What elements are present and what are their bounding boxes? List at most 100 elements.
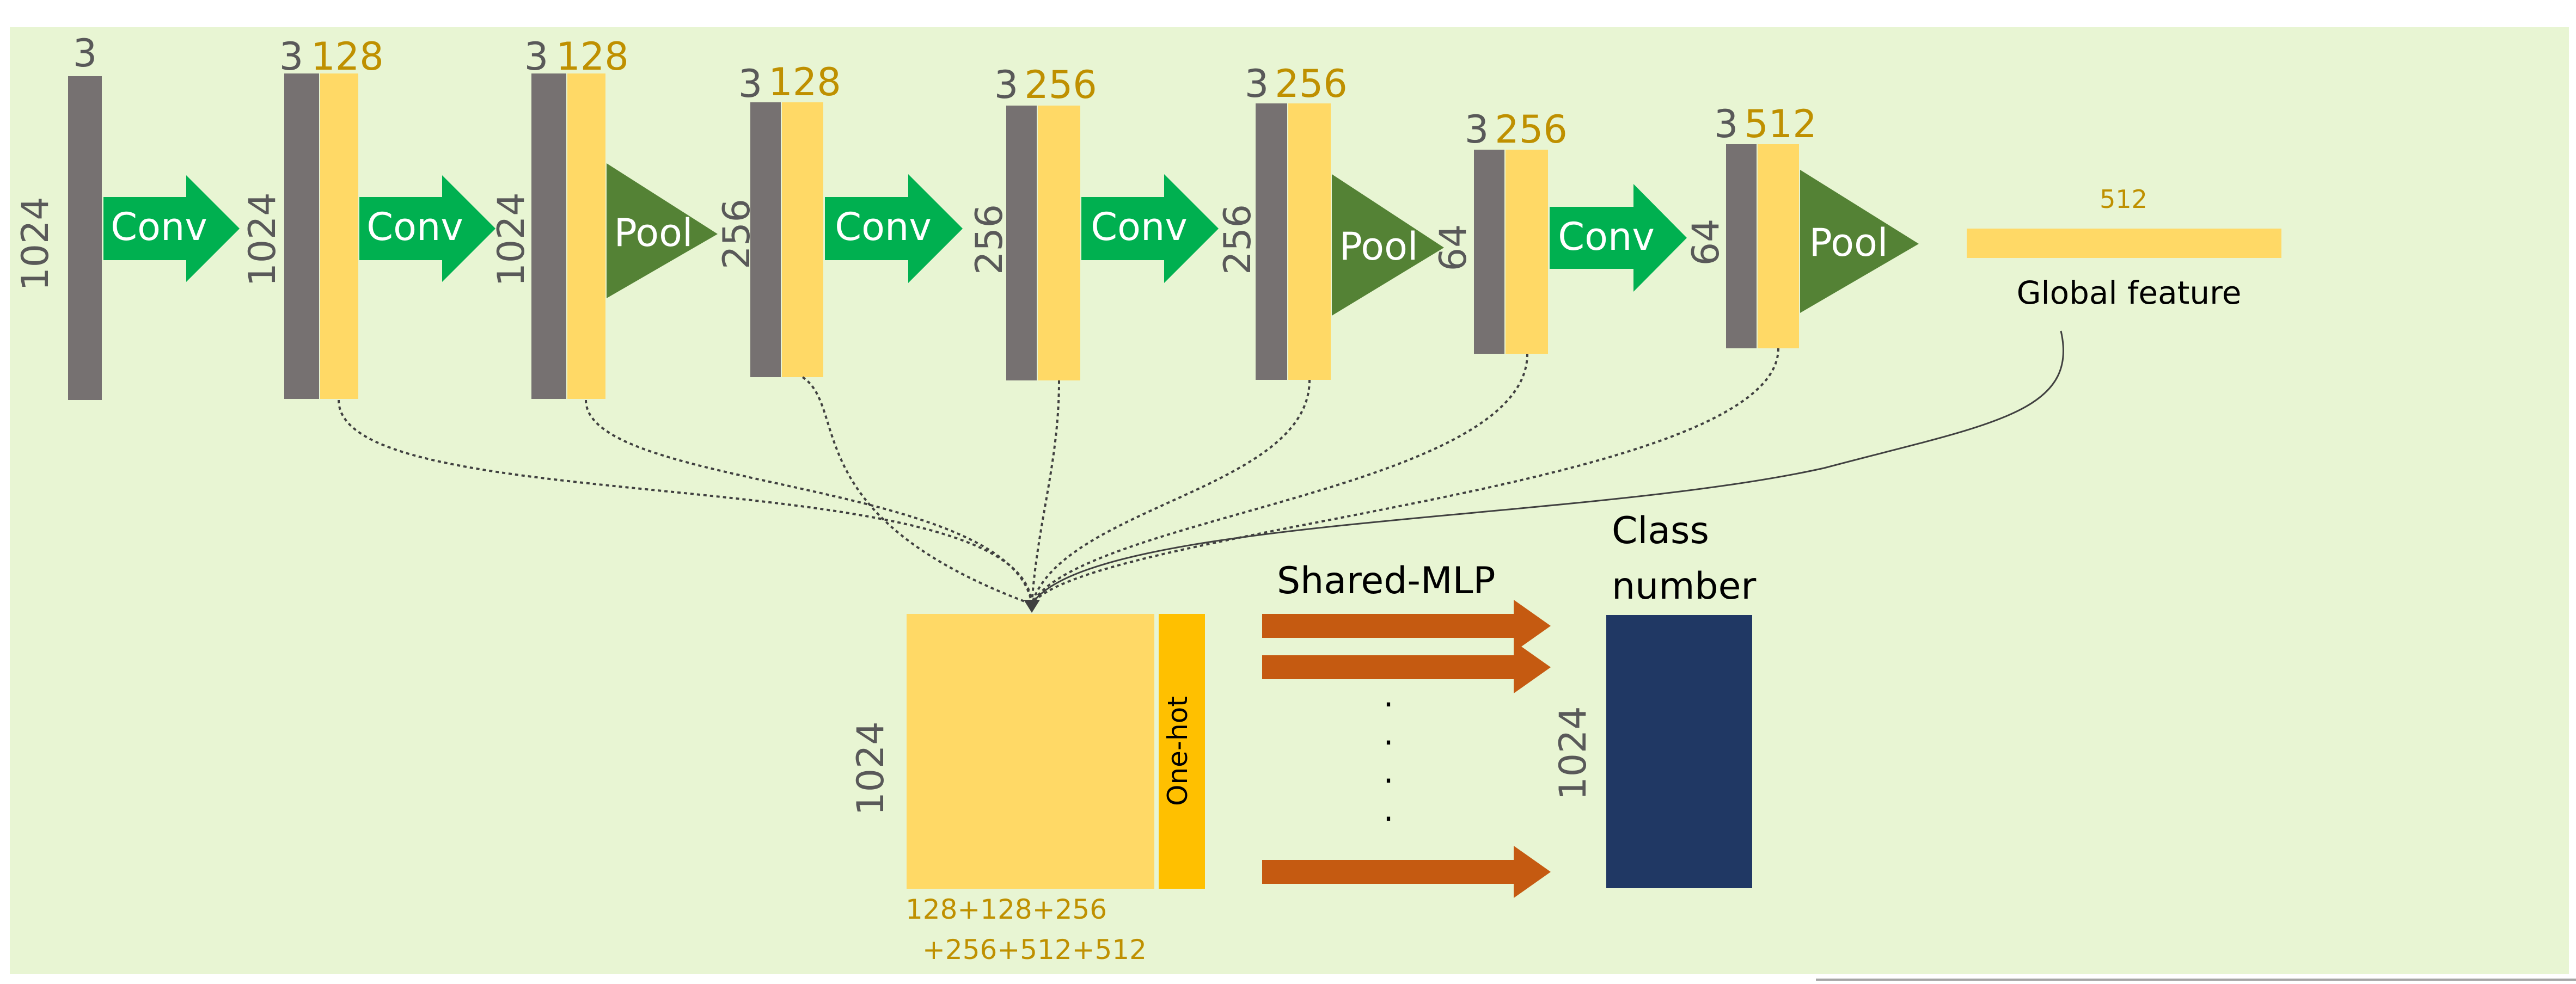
stage-3-top-yellow-label: 128 xyxy=(556,34,629,79)
class-number-label-line2: number xyxy=(1612,565,1756,608)
skip-connector-stage-4 xyxy=(801,376,1032,605)
global-feature-bar xyxy=(1967,229,2281,258)
conv-arrow-icon xyxy=(359,175,495,282)
op-6-label: Pool xyxy=(1339,224,1418,269)
stage-7-top-gray-label: 3 xyxy=(1465,107,1489,152)
mlp-arrow-icon xyxy=(1262,846,1551,898)
global-feature-label: Global feature xyxy=(2017,274,2242,311)
shared-mlp-label: Shared-MLP xyxy=(1277,559,1496,602)
stage-8-gray-block xyxy=(1726,144,1757,348)
mlp-dot: · xyxy=(1383,686,1393,724)
class-number-block xyxy=(1606,615,1752,888)
concat-side-label: 1024 xyxy=(849,721,892,815)
op-2-conv: Conv xyxy=(359,175,495,282)
global-feature-dim: 512 xyxy=(2100,184,2147,214)
op-4-conv: Conv xyxy=(825,174,963,283)
onehot-block xyxy=(1159,614,1205,889)
skip-connections xyxy=(338,330,2064,613)
stage-1: 3 1024 xyxy=(14,31,102,400)
stage-7-top-yellow-label: 256 xyxy=(1495,107,1568,152)
stage-7-gray-block xyxy=(1474,150,1504,354)
stage-3-gray-block xyxy=(531,73,566,399)
input-gray-block xyxy=(68,76,102,400)
stage-1-side-label: 1024 xyxy=(14,196,57,291)
stage-5-top-yellow-label: 256 xyxy=(1024,63,1097,107)
mlp-dot: · xyxy=(1383,800,1393,838)
stage-4-top-gray-label: 3 xyxy=(738,61,763,106)
concat-feature: One-hot 1024 128+128+256 +256+512+512 xyxy=(849,614,1205,965)
concat-bottom-line2: +256+512+512 xyxy=(922,934,1147,965)
op-1-label: Conv xyxy=(111,205,207,249)
class-number-label-line1: Class xyxy=(1612,509,1709,552)
stage-4-yellow-block xyxy=(782,102,823,377)
stage-7: 3 256 64 xyxy=(1432,107,1568,354)
skip-connector-global xyxy=(1031,330,2064,605)
conv-arrow-icon xyxy=(1550,184,1687,292)
conv-arrow-icon xyxy=(103,175,240,282)
stage-4-gray-block xyxy=(750,102,781,377)
output: Class number 1024 xyxy=(1552,509,1756,888)
op-5-label: Conv xyxy=(1091,205,1188,249)
global-feature: 512 Global feature xyxy=(1967,184,2281,311)
skip-connector-stage-3 xyxy=(585,399,1033,605)
stage-6-top-yellow-label: 256 xyxy=(1275,61,1348,106)
shared-mlp: Shared-MLP · · · · xyxy=(1262,559,1551,898)
skip-connector-stage-8 xyxy=(1031,348,1779,605)
op-5-conv: Conv xyxy=(1081,174,1219,283)
pool-triangle-icon xyxy=(607,163,718,298)
stage-6-gray-block xyxy=(1256,103,1287,380)
stage-3-side-label: 1024 xyxy=(490,192,533,286)
op-3-label: Pool xyxy=(614,211,693,255)
op-6-pool: Pool xyxy=(1332,174,1444,316)
stage-8-top-gray-label: 3 xyxy=(1714,102,1739,146)
connector-arrowhead-icon xyxy=(1024,600,1040,613)
pool-triangle-icon xyxy=(1332,174,1444,316)
stage-3-yellow-block xyxy=(567,73,605,399)
stage-5: 3 256 256 xyxy=(968,63,1097,380)
stage-6-side-label: 256 xyxy=(1216,204,1259,275)
stage-5-yellow-block xyxy=(1038,106,1080,380)
op-7-label: Conv xyxy=(1558,214,1655,259)
op-8-label: Pool xyxy=(1809,220,1888,265)
mlp-dot: · xyxy=(1383,762,1393,800)
op-8-pool: Pool xyxy=(1800,170,1919,313)
stage-8: 3 512 64 xyxy=(1685,102,1817,348)
stage-5-gray-block xyxy=(1006,106,1037,380)
stage-8-yellow-block xyxy=(1758,144,1799,348)
skip-connector-stage-7 xyxy=(1031,353,1528,605)
pool-triangle-icon xyxy=(1800,170,1919,313)
stage-1-top-gray-label: 3 xyxy=(73,31,97,76)
stage-6-yellow-block xyxy=(1288,103,1331,380)
stage-4: 3 128 256 xyxy=(715,60,841,377)
op-1-conv: Conv xyxy=(103,175,240,282)
stage-6-top-gray-label: 3 xyxy=(1245,61,1269,106)
op-4-label: Conv xyxy=(835,205,932,249)
stage-2-top-yellow-label: 128 xyxy=(311,34,384,79)
stage-8-top-yellow-label: 512 xyxy=(1744,102,1817,146)
skip-connector-stage-2 xyxy=(338,399,1033,605)
stage-8-side-label: 64 xyxy=(1685,219,1728,266)
stage-4-top-yellow-label: 128 xyxy=(768,60,841,104)
op-2-label: Conv xyxy=(366,205,463,249)
conv-arrow-icon xyxy=(1081,174,1219,283)
stage-3: 3 128 1024 xyxy=(490,34,629,399)
onehot-label: One-hot xyxy=(1162,696,1194,806)
stage-2-gray-block xyxy=(284,73,319,399)
stage-5-side-label: 256 xyxy=(968,204,1011,275)
skip-connector-stage-5 xyxy=(1031,380,1060,605)
mlp-dot: · xyxy=(1383,724,1393,762)
mlp-arrow-icon xyxy=(1262,641,1551,693)
op-3-pool: Pool xyxy=(607,163,718,298)
concat-bottom-line1: 128+128+256 xyxy=(905,894,1107,925)
mlp-arrow-icon xyxy=(1262,600,1551,652)
stage-2: 3 128 1024 xyxy=(241,34,384,399)
stage-6: 3 256 256 xyxy=(1216,61,1348,380)
output-side-label: 1024 xyxy=(1552,706,1595,800)
stage-2-yellow-block xyxy=(320,73,358,399)
op-7-conv: Conv xyxy=(1550,184,1687,292)
stage-2-side-label: 1024 xyxy=(241,192,284,286)
conv-arrow-icon xyxy=(825,174,963,283)
stage-3-top-gray-label: 3 xyxy=(524,34,549,79)
stage-4-side-label: 256 xyxy=(715,199,758,269)
